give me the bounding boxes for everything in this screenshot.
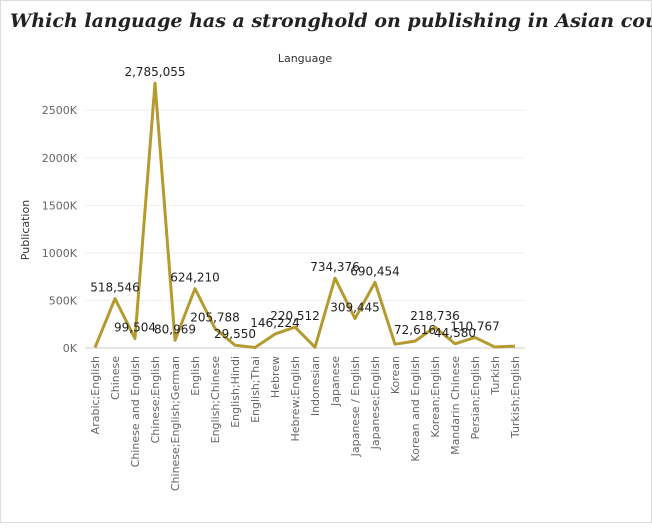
data-label: 72,616: [394, 323, 436, 337]
data-label: 690,454: [350, 264, 400, 278]
data-label: 518,546: [90, 281, 140, 295]
data-label: 734,376: [310, 260, 360, 274]
data-label: 80,969: [154, 322, 196, 336]
x-tick-label: English;Thai: [249, 356, 262, 423]
x-tick-label: Turkish;English: [509, 356, 522, 439]
y-tick-label: 1500K: [42, 199, 78, 212]
data-label: 44,580: [434, 326, 476, 340]
x-tick-label: Hebrew;English: [289, 356, 302, 442]
y-tick-label: 500K: [49, 294, 78, 307]
y-tick-label: 1000K: [42, 247, 78, 260]
chart-title: Which language has a stronghold on publi…: [10, 10, 652, 32]
x-tick-label: Chinese and English: [129, 356, 142, 467]
x-tick-label: English;Chinese: [209, 356, 222, 444]
x-tick-label: Persian;English: [469, 356, 482, 439]
x-tick-label: Japanese: [329, 356, 342, 407]
y-axis-title: Publication: [19, 200, 32, 260]
y-tick-label: 2000K: [42, 152, 78, 165]
x-tick-label: Chinese: [109, 356, 122, 400]
x-tick-label: Mandarin Chinese: [449, 356, 462, 455]
x-tick-label: Turkish: [489, 356, 502, 396]
y-tick-label: 2500K: [42, 104, 78, 117]
x-tick-label: Japanese;English: [369, 356, 382, 450]
x-tick-label: Chinese;English: [149, 356, 162, 443]
data-label: 110,767: [450, 319, 500, 333]
x-tick-label: English;Hindi: [229, 356, 242, 428]
x-tick-label: Indonesian: [309, 356, 322, 416]
x-tick-label: Korean: [389, 356, 402, 394]
data-label: 624,210: [170, 271, 220, 285]
data-label: 29,550: [214, 327, 256, 341]
x-tick-label: Hebrew: [269, 356, 282, 398]
data-label: 146,224: [250, 316, 300, 330]
x-tick-label: English: [189, 356, 202, 396]
data-label: 220,512: [270, 309, 320, 323]
data-label: 309,445: [330, 301, 380, 315]
data-label: 99,504: [114, 321, 156, 335]
x-tick-label: Korean;English: [429, 356, 442, 438]
x-tick-label: Arabic;English: [89, 356, 102, 434]
x-tick-label: Japanese / English: [349, 356, 362, 457]
x-axis-title: Language: [278, 52, 333, 65]
x-tick-label: Korean and English: [409, 356, 422, 462]
data-label: 218,736: [410, 309, 460, 323]
line: [93, 81, 516, 350]
data-label: 205,788: [190, 310, 240, 324]
data-label: 2,785,055: [124, 65, 185, 79]
x-tick-label: Chinese;English;German: [169, 356, 182, 491]
y-tick-label: 0K: [63, 342, 78, 355]
